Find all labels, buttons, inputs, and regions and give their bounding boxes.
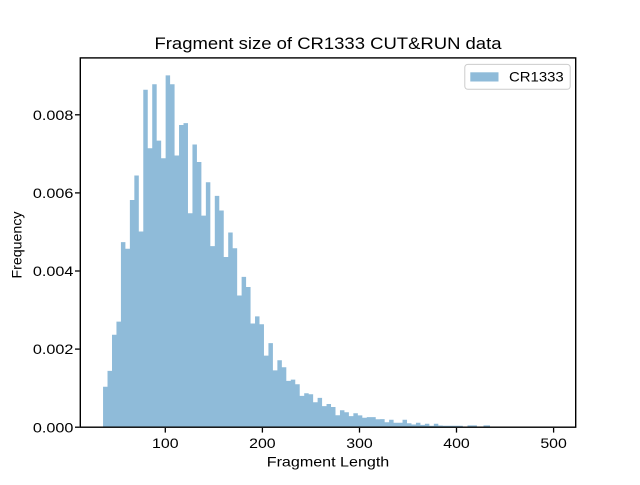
svg-text:0.002: 0.002 [33, 341, 74, 357]
svg-text:Fragment Length: Fragment Length [267, 454, 390, 470]
svg-text:Fragment size of CR1333 CUT&RU: Fragment size of CR1333 CUT&RUN data [155, 34, 503, 53]
svg-text:200: 200 [249, 435, 276, 451]
svg-text:0.006: 0.006 [33, 185, 74, 201]
svg-text:500: 500 [540, 435, 567, 451]
svg-text:Frequency: Frequency [9, 211, 25, 278]
svg-text:0.000: 0.000 [33, 419, 74, 435]
svg-text:CR1333: CR1333 [509, 68, 564, 84]
svg-text:0.004: 0.004 [33, 263, 74, 279]
svg-text:300: 300 [346, 435, 373, 451]
svg-text:400: 400 [443, 435, 470, 451]
svg-text:0.008: 0.008 [33, 107, 74, 123]
svg-text:100: 100 [152, 435, 179, 451]
